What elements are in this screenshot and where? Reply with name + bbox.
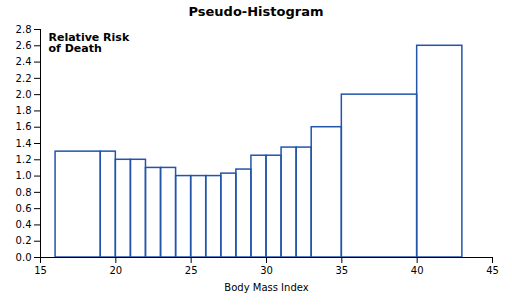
svg-text:25: 25 bbox=[185, 265, 198, 276]
svg-text:0.4: 0.4 bbox=[16, 219, 32, 230]
svg-text:2.0: 2.0 bbox=[16, 89, 32, 100]
svg-text:0.8: 0.8 bbox=[16, 187, 32, 198]
svg-text:Body Mass Index: Body Mass Index bbox=[224, 282, 308, 293]
svg-text:0.2: 0.2 bbox=[16, 235, 32, 246]
svg-text:2.8: 2.8 bbox=[16, 24, 32, 35]
svg-text:1.2: 1.2 bbox=[16, 154, 32, 165]
svg-text:20: 20 bbox=[109, 265, 122, 276]
svg-text:Relative Riskof Death: Relative Riskof Death bbox=[49, 31, 130, 55]
svg-text:2.4: 2.4 bbox=[16, 56, 32, 67]
svg-text:0.6: 0.6 bbox=[16, 203, 32, 214]
svg-text:35: 35 bbox=[335, 265, 348, 276]
svg-text:1.4: 1.4 bbox=[16, 138, 32, 149]
svg-text:1.6: 1.6 bbox=[16, 121, 32, 132]
svg-text:1.0: 1.0 bbox=[16, 170, 32, 181]
html-text:Pseudo-Histogram: Pseudo-Histogram bbox=[188, 4, 324, 19]
svg-text:0.0: 0.0 bbox=[16, 252, 32, 263]
svg-text:2.6: 2.6 bbox=[16, 40, 32, 51]
svg-text:30: 30 bbox=[260, 265, 273, 276]
svg-text:15: 15 bbox=[34, 265, 47, 276]
svg-text:1.8: 1.8 bbox=[16, 105, 32, 116]
svg-text:2.2: 2.2 bbox=[16, 73, 32, 84]
svg-text:40: 40 bbox=[411, 265, 424, 276]
svg-text:45: 45 bbox=[486, 265, 499, 276]
